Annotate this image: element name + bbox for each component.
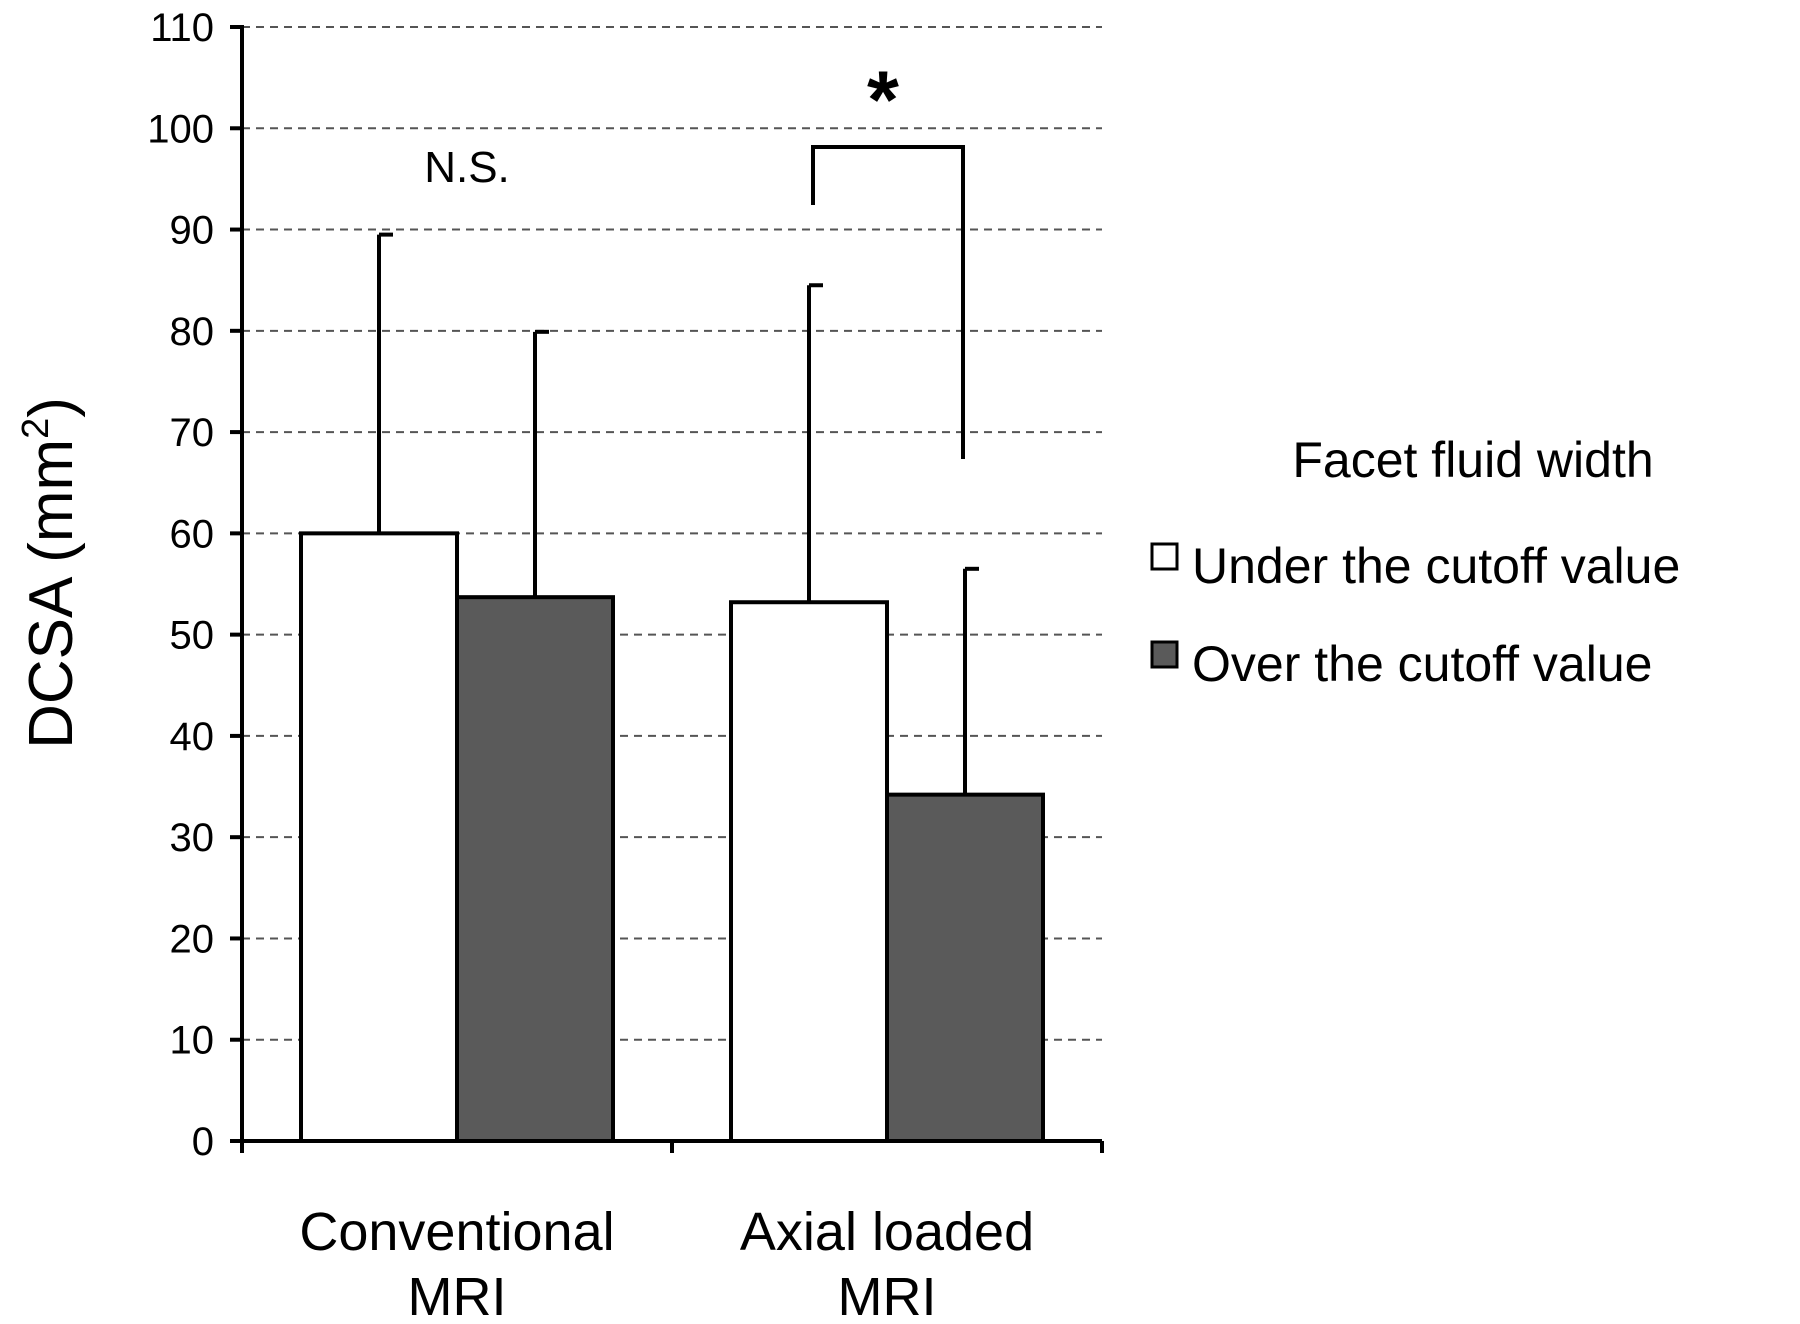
legend: Facet fluid width Under the cutoff value… [1150,432,1680,692]
legend-label-over: Over the cutoff value [1192,636,1652,692]
category-label-0: Conventional MRI [299,1202,614,1324]
y-tick-label: 30 [170,816,215,860]
y-tick-label: 40 [170,715,215,759]
bar [729,600,889,1143]
error-bars [377,232,979,795]
bar [455,595,615,1143]
y-tick-label: 50 [170,614,215,658]
y-tick-label: 100 [147,107,214,151]
legend-swatch-under [1150,542,1179,571]
x-tick-label: MRI [838,1267,937,1324]
bar [885,792,1045,1143]
y-tick-label: 90 [170,209,215,253]
y-tick-label: 10 [170,1019,215,1063]
y-tick-label: 60 [170,512,215,556]
ns-annotation: N.S. [424,143,510,192]
significance-bracket [811,145,965,459]
legend-swatch-over [1150,640,1179,669]
x-tick-label: MRI [408,1267,507,1324]
y-tick-label: 80 [170,310,215,354]
significance-star: * [867,55,899,146]
y-tick-labels: 0 10 20 30 40 50 60 70 80 90 100 110 [147,6,242,1164]
legend-title: Facet fluid width [1292,432,1653,488]
category-label-1: Axial loaded MRI [740,1202,1034,1324]
y-tick-label: 20 [170,917,215,961]
y-tick-label: 0 [192,1120,214,1164]
y-tick-label: 70 [170,411,215,455]
y-tick-label: 110 [150,6,214,50]
x-tick-label: Axial loaded [740,1202,1034,1262]
y-axis-label: DCSA (mm2) [15,397,86,749]
bars [299,531,1045,1143]
legend-label-under: Under the cutoff value [1192,538,1680,594]
bar [299,531,459,1143]
x-tick-label: Conventional [299,1202,614,1262]
